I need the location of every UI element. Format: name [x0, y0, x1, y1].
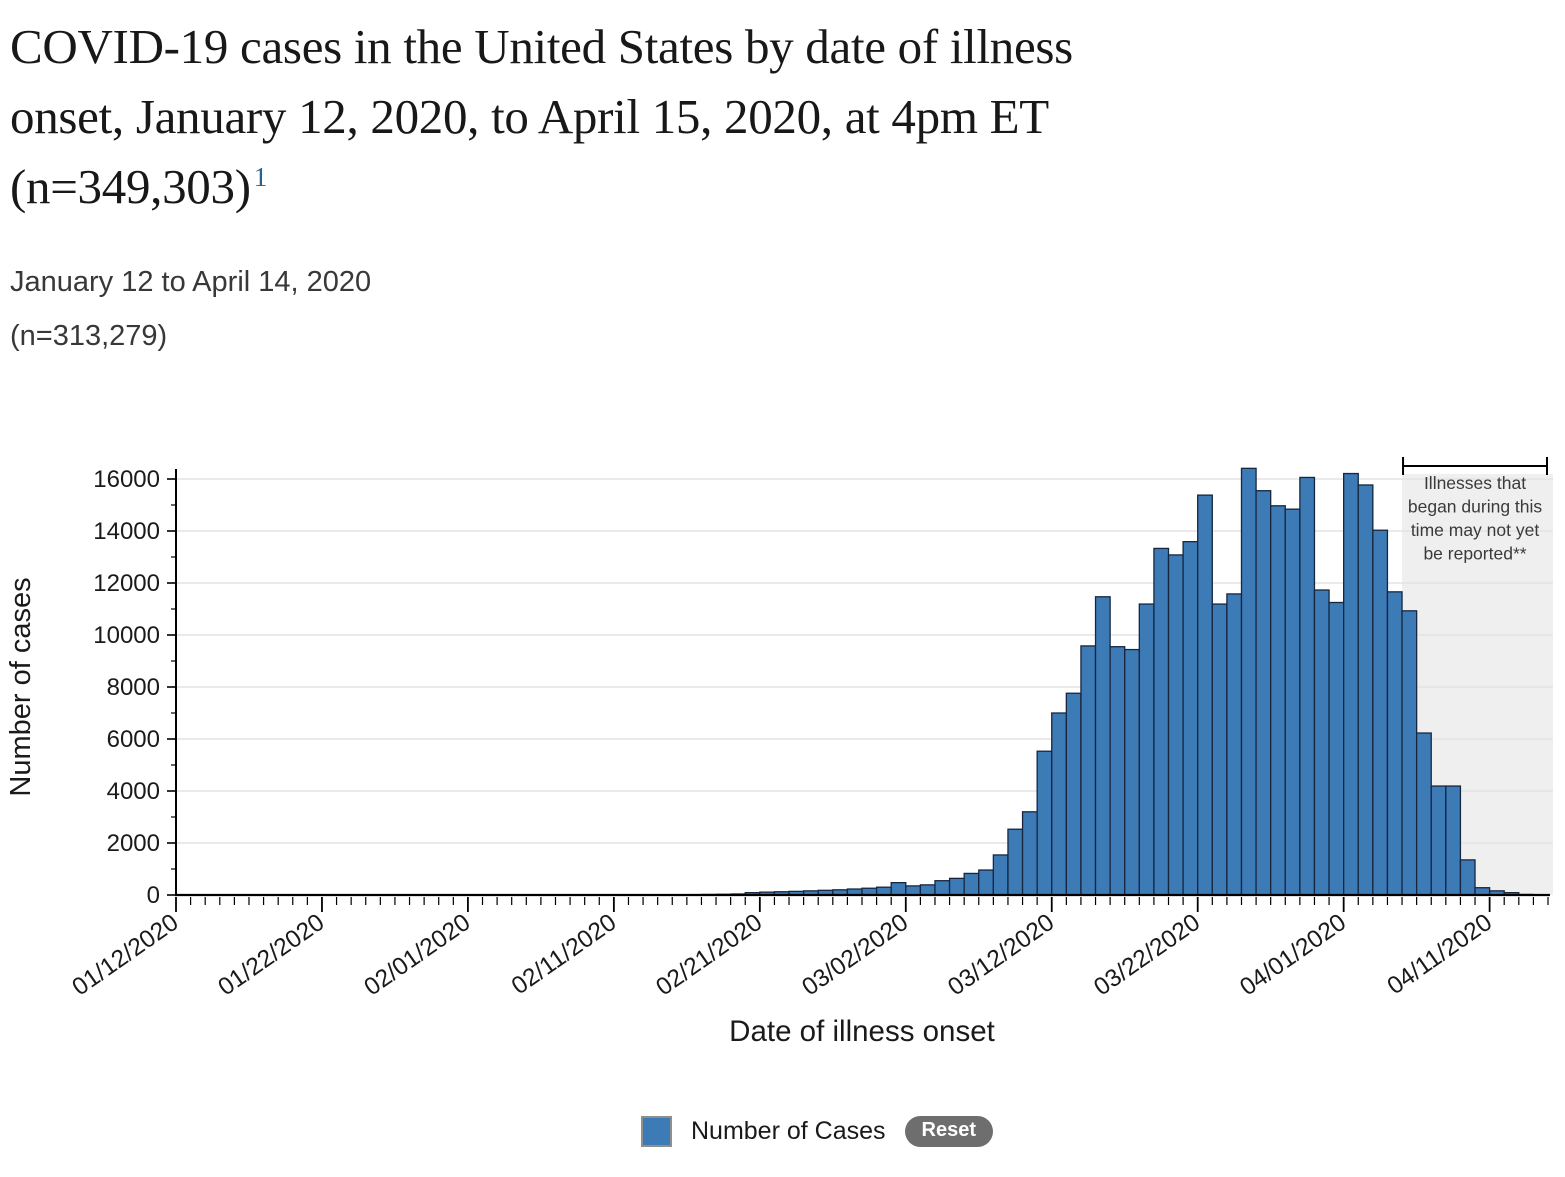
legend-label: Number of Cases — [691, 1117, 886, 1145]
case-bar[interactable] — [963, 872, 980, 896]
case-bar[interactable] — [1182, 541, 1199, 896]
unreported-note-line: began during this — [1408, 497, 1543, 517]
x-tick-label: 03/02/2020 — [797, 909, 913, 1001]
case-bar[interactable] — [1255, 490, 1272, 896]
legend: Number of Cases Reset — [641, 1116, 994, 1147]
case-bar[interactable] — [1065, 692, 1082, 896]
case-bar[interactable] — [1153, 547, 1170, 896]
case-bar[interactable] — [978, 869, 995, 896]
y-tick-label: 8000 — [107, 674, 160, 701]
x-tick-label: 01/22/2020 — [213, 909, 329, 1001]
case-bar[interactable] — [1211, 603, 1228, 896]
case-bar[interactable] — [1386, 591, 1403, 896]
epi-curve-chart[interactable]: Illnesses that began during this time may … — [0, 440, 1565, 1080]
title-line-2: onset, January 12, 2020, to April 15, 20… — [10, 89, 1049, 145]
case-bar[interactable] — [905, 885, 922, 896]
x-tick-label: 01/12/2020 — [68, 909, 184, 1001]
unreported-note-line: time may not yet — [1411, 520, 1540, 540]
case-bar[interactable] — [890, 881, 907, 896]
case-bar[interactable] — [1167, 554, 1184, 896]
y-axis-title: Number of cases — [5, 577, 37, 796]
footnote-link[interactable]: 1 — [253, 161, 268, 192]
y-tick-label: 6000 — [107, 726, 160, 753]
case-bar[interactable] — [1357, 484, 1374, 896]
case-bar[interactable] — [1240, 467, 1257, 896]
case-bar[interactable] — [1036, 750, 1053, 896]
x-tick-label: 03/12/2020 — [943, 909, 1059, 1001]
x-tick-label: 02/01/2020 — [359, 909, 475, 1001]
x-tick-label: 04/11/2020 — [1383, 909, 1497, 1000]
case-bar[interactable] — [1328, 601, 1345, 896]
x-axis-title: Date of illness onset — [729, 1015, 995, 1048]
title-line-1: COVID-19 cases in the United States by d… — [10, 19, 1073, 74]
case-bar[interactable] — [1284, 508, 1301, 896]
y-tick-label: 16000 — [93, 466, 160, 493]
y-tick-label: 10000 — [93, 622, 160, 649]
case-bar[interactable] — [1372, 529, 1389, 896]
case-bar[interactable] — [1445, 785, 1462, 896]
case-bar[interactable] — [992, 854, 1009, 896]
case-bar[interactable] — [1109, 646, 1126, 896]
unreported-note-line: be reported** — [1423, 544, 1526, 564]
case-bar[interactable] — [1270, 505, 1286, 896]
y-tick-label: 4000 — [107, 778, 160, 805]
case-bar[interactable] — [948, 877, 965, 896]
legend-swatch-icon — [641, 1116, 672, 1147]
case-bar[interactable] — [919, 884, 936, 896]
case-bar[interactable] — [1401, 610, 1418, 896]
case-bar[interactable] — [1459, 859, 1476, 896]
case-bar[interactable] — [934, 880, 951, 896]
case-bar[interactable] — [1080, 645, 1097, 896]
x-tick-label: 04/01/2020 — [1235, 909, 1351, 1001]
case-bar[interactable] — [1138, 603, 1155, 896]
y-tick-label: 14000 — [93, 518, 160, 545]
case-bar[interactable] — [1313, 589, 1330, 896]
case-bar[interactable] — [1051, 712, 1067, 896]
title-line-3: (n=349,303) — [10, 159, 251, 215]
subtitle-n-count: (n=313,279) — [10, 320, 168, 352]
case-bar[interactable] — [1343, 472, 1359, 896]
case-bar[interactable] — [1007, 828, 1024, 896]
y-tick-label: 2000 — [107, 830, 160, 857]
case-bar[interactable] — [1226, 593, 1243, 896]
case-bar[interactable] — [1021, 811, 1038, 896]
y-tick-label: 0 — [147, 882, 160, 909]
page-title: COVID-19 cases in the United States by d… — [10, 12, 1500, 222]
case-bar[interactable] — [1415, 732, 1432, 896]
reset-button[interactable]: Reset — [904, 1116, 994, 1147]
unreported-note-line: Illnesses that — [1424, 473, 1526, 493]
y-tick-label: 12000 — [93, 570, 160, 597]
case-bar[interactable] — [1197, 494, 1213, 896]
case-bar[interactable] — [875, 886, 892, 896]
case-bar[interactable] — [1430, 785, 1447, 896]
case-bar[interactable] — [1299, 476, 1316, 896]
x-tick-label: 02/11/2020 — [507, 909, 621, 1000]
case-bar[interactable] — [1124, 648, 1140, 896]
x-tick-label: 03/22/2020 — [1089, 909, 1205, 1001]
subtitle-date-range: January 12 to April 14, 2020 — [10, 266, 372, 298]
case-bar[interactable] — [1094, 596, 1111, 896]
x-tick-label: 02/21/2020 — [651, 909, 767, 1001]
